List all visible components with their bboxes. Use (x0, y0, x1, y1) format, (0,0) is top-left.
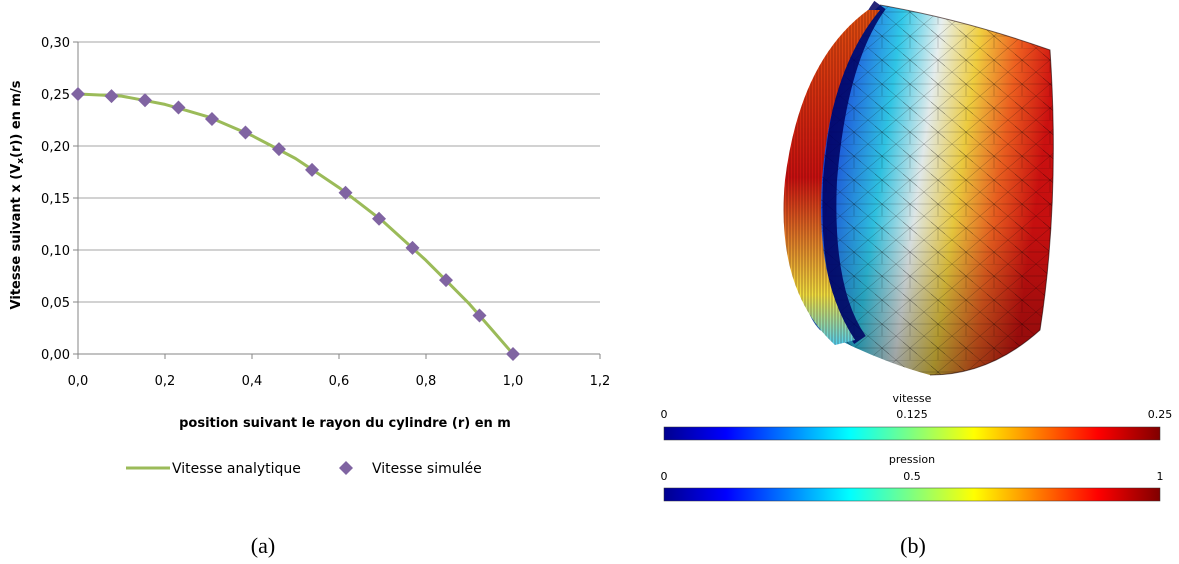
legend-marker-simulee (339, 461, 353, 475)
colorbar-pression-title: pression (889, 453, 935, 466)
x-tick-label-3: 0,6 (329, 374, 350, 389)
x-tick-label-5: 1,0 (503, 374, 524, 389)
colorbar-vitesse-tick-0: 0 (661, 408, 668, 421)
legend-label-simulee: Vitesse simulée (372, 461, 482, 477)
x-tick-labels: 0,0 0,2 0,4 0,6 0,8 1,0 1,2 (68, 374, 611, 389)
velocity-profile-chart: 0,0 0,2 0,4 0,6 0,8 1,0 1,2 0,000,050,100,150,… (9, 36, 610, 477)
data-point-simulee-3 (171, 100, 186, 115)
x-tick-label-4: 0,8 (416, 374, 437, 389)
y-tick-label-1: 0,05 (41, 296, 70, 311)
y-axis-title: Vitesse suivant x (Vx(r)) en m/s (9, 80, 26, 309)
y-tick-label-4: 0,20 (41, 140, 70, 155)
data-point-simulee-4 (204, 111, 219, 126)
legend-label-analytique: Vitesse analytique (172, 461, 301, 477)
y-tick-labels: 0,00 0,05 0,10 0,15 0,20 0,25 0,30 (41, 36, 70, 363)
caption-a: (a) (251, 533, 275, 558)
caption-b: (b) (900, 533, 926, 558)
colorbar-vitesse-tick-1: 0.125 (896, 408, 928, 421)
x-tick-label-1: 0,2 (155, 374, 176, 389)
y-tick-label-6: 0,30 (41, 36, 70, 51)
y-tick-label-3: 0,15 (41, 192, 70, 207)
grid-lines (78, 41, 600, 303)
data-point-simulee-1 (104, 89, 119, 104)
data-point-simulee-11 (439, 273, 454, 288)
velocity-arrows-hatching (783, 10, 880, 345)
x-tick-label-0: 0,0 (68, 374, 89, 389)
colorbar-pression-tick-0: 0 (661, 470, 668, 483)
colorbar-pression-tick-2: 1 (1157, 470, 1164, 483)
x-tick-label-6: 1,2 (590, 374, 611, 389)
data-point-simulee-0 (71, 87, 85, 101)
data-point-simulee-9 (372, 211, 387, 226)
cylinder-shading (797, 5, 1054, 375)
axes (73, 41, 601, 359)
colorbar-pression-tick-1: 0.5 (903, 470, 921, 483)
cylinder-3d-view (783, 0, 1054, 376)
cylinder-inner-rim (822, 0, 886, 345)
series-line-analytique (77, 92, 515, 355)
data-point-simulee-6 (271, 142, 286, 157)
colorbars: vitesse 0 0.125 0.25 pression 0 0.5 1 (661, 392, 1173, 502)
y-tick-label-2: 0,10 (41, 244, 70, 259)
data-point-simulee-8 (338, 185, 353, 200)
x-axis-title: position suivant le rayon du cylindre (r… (179, 416, 511, 431)
y-tick-label-0: 0,00 (41, 348, 70, 363)
legend: Vitesse analytique Vitesse simulée (126, 461, 482, 477)
colorbar-vitesse-tick-2: 0.25 (1148, 408, 1173, 421)
x-tick-label-2: 0,4 (242, 374, 263, 389)
colorbar-vitesse (663, 426, 1161, 441)
data-point-simulee-10 (405, 240, 420, 255)
cylinder-outline (879, 4, 1054, 376)
data-point-simulee-12 (472, 308, 487, 323)
colorbar-pression (663, 487, 1161, 502)
data-point-simulee-5 (238, 125, 253, 140)
data-point-simulee-13 (506, 347, 520, 361)
data-point-simulee-7 (305, 162, 320, 177)
y-tick-label-5: 0,25 (41, 88, 70, 103)
colorbar-vitesse-title: vitesse (893, 392, 932, 405)
series-layer (71, 87, 520, 361)
data-point-simulee-2 (137, 93, 152, 108)
